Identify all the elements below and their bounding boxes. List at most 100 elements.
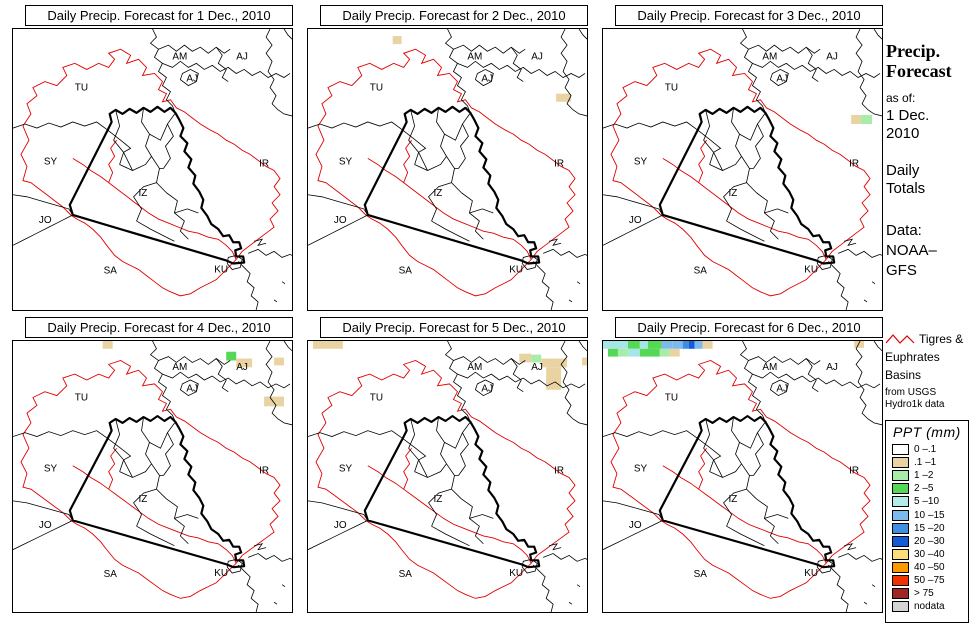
svg-text:AJ: AJ: [236, 362, 248, 373]
legend-label: 5 –10: [914, 496, 940, 508]
legend-row: 2 –5: [892, 482, 968, 495]
svg-text:TU: TU: [665, 83, 678, 94]
map-canvas: AM AJ AJ TU SY IR JO IZ SA KU: [307, 28, 588, 311]
svg-text:TU: TU: [75, 393, 88, 404]
map-canvas: AM AJ AJ TU SY IR JO IZ SA KU: [602, 340, 883, 613]
basin-legend: Tigres & Euphrates Basins from USGS Hydr…: [885, 330, 971, 411]
legend-row: nodata: [892, 600, 968, 613]
legend-label: 2 –5: [914, 483, 934, 495]
map-canvas: AM AJ AJ TU SY IR JO IZ SA KU: [12, 340, 293, 613]
totals-label: Daily Totals: [886, 161, 926, 198]
as-of-label: as of:: [886, 90, 916, 105]
svg-text:SY: SY: [634, 464, 648, 475]
panel-title: Daily Precip. Forecast for 4 Dec., 2010: [25, 317, 293, 338]
svg-text:IR: IR: [259, 466, 269, 477]
country-borders: [603, 341, 882, 612]
svg-text:AJ: AJ: [776, 74, 788, 85]
svg-text:SA: SA: [399, 266, 413, 277]
svg-text:SY: SY: [339, 464, 353, 475]
legend-label: 40 –50: [914, 561, 945, 573]
ppt-legend-rows: 0 –.1.1 –1 1 –2 2 –5 5 –10 10 –15 15 –20 20 –3…: [892, 443, 968, 613]
legend-swatch: [892, 561, 909, 573]
svg-text:SA: SA: [399, 569, 413, 580]
legend-swatch: [892, 444, 909, 456]
legend-row: 5 –10: [892, 495, 968, 508]
precip-cells: [603, 341, 865, 357]
legend-label: 10 –15: [914, 509, 945, 521]
forecast-panel-2: Daily Precip. Forecast for 2 Dec., 2010: [307, 5, 588, 311]
svg-text:IZ: IZ: [139, 188, 148, 199]
panel-title: Daily Precip. Forecast for 6 Dec., 2010: [615, 317, 883, 338]
svg-text:TU: TU: [370, 83, 383, 94]
svg-text:IZ: IZ: [139, 494, 148, 505]
legend-swatch: [892, 601, 909, 613]
panel-title: Daily Precip. Forecast for 3 Dec., 2010: [615, 5, 883, 26]
svg-text:IZ: IZ: [434, 188, 443, 199]
forecast-panel-4: Daily Precip. Forecast for 4 Dec., 2010: [12, 317, 293, 613]
country-borders: [308, 29, 587, 310]
svg-text:AJ: AJ: [531, 362, 543, 373]
svg-text:IZ: IZ: [729, 188, 738, 199]
legend-label: 50 –75: [914, 574, 945, 586]
svg-text:SA: SA: [104, 266, 118, 277]
iraq-border: [363, 105, 541, 265]
precip-cells: [392, 36, 572, 102]
iraq-border: [68, 105, 246, 265]
ppt-legend: PPT (mm) 0 –.1.1 –1 1 –2 2 –5 5 –10 10 –15 15…: [885, 420, 969, 623]
basin-outline: [610, 48, 871, 297]
svg-text:SA: SA: [694, 266, 708, 277]
iraq-border: [658, 105, 836, 265]
country-labels: AM AJ AJ TU SY IR JO IZ SA KU: [629, 362, 859, 580]
legend-row: 40 –50: [892, 561, 968, 574]
svg-text:AM: AM: [467, 362, 482, 373]
svg-text:JO: JO: [39, 215, 52, 226]
basin-line-icon: [885, 334, 915, 344]
map-canvas: AM AJ AJ TU SY IR JO IZ SA KU: [307, 340, 588, 613]
panel-title: Daily Precip. Forecast for 2 Dec., 2010: [320, 5, 588, 26]
legend-row: 30 –40: [892, 548, 968, 561]
country-labels: AM AJ AJ TU SY IR JO IZ SA KU: [39, 362, 269, 580]
forecast-panel-5: Daily Precip. Forecast for 5 Dec., 2010: [307, 317, 588, 613]
legend-swatch: [892, 548, 909, 560]
svg-text:AJ: AJ: [776, 384, 788, 395]
svg-text:IR: IR: [849, 158, 859, 169]
country-labels: AM AJ AJ TU SY IR JO IZ SA KU: [629, 51, 859, 276]
svg-text:AJ: AJ: [826, 362, 838, 373]
svg-text:AJ: AJ: [236, 51, 248, 62]
svg-text:AM: AM: [467, 51, 482, 62]
basin-outline: [20, 48, 281, 297]
svg-text:AJ: AJ: [531, 51, 543, 62]
svg-text:JO: JO: [629, 215, 642, 226]
map-canvas: AM AJ AJ TU SY IR JO IZ SA KU: [12, 28, 293, 311]
data-source-label: Data:: [886, 222, 922, 240]
legend-row: 50 –75: [892, 574, 968, 587]
svg-text:JO: JO: [334, 215, 347, 226]
basin-outline: [20, 360, 281, 599]
panel-title: Daily Precip. Forecast for 1 Dec., 2010: [25, 5, 293, 26]
base-map: AM AJ AJ TU SY IR JO IZ SA KU: [603, 341, 882, 612]
legend-row: 10 –15: [892, 508, 968, 521]
legend-label: 1 –2: [914, 470, 934, 482]
precip-cells: [102, 341, 285, 407]
basin-legend-source: from USGS Hydro1k data: [885, 387, 945, 410]
legend-row: 15 –20: [892, 522, 968, 535]
legend-swatch: [892, 457, 909, 469]
iraq-border: [363, 414, 541, 569]
svg-text:AJ: AJ: [826, 51, 838, 62]
legend-label: 0 –.1: [914, 444, 937, 456]
country-labels: AM AJ AJ TU SY IR JO IZ SA KU: [334, 362, 564, 580]
svg-text:IZ: IZ: [729, 494, 738, 505]
svg-text:IR: IR: [554, 158, 564, 169]
basin-outline: [610, 360, 871, 599]
svg-text:TU: TU: [370, 393, 383, 404]
iraq-border: [68, 414, 246, 569]
svg-text:TU: TU: [665, 393, 678, 404]
country-borders: [13, 341, 292, 612]
basin-legend-name: Tigres & Euphrates Basins: [885, 332, 964, 382]
basin-outline: [315, 360, 576, 599]
svg-text:AM: AM: [172, 362, 187, 373]
country-borders: [13, 29, 292, 310]
as-of-date: 1 Dec. 2010: [886, 106, 930, 142]
legend-label: 15 –20: [914, 522, 945, 534]
svg-text:TU: TU: [75, 83, 88, 94]
